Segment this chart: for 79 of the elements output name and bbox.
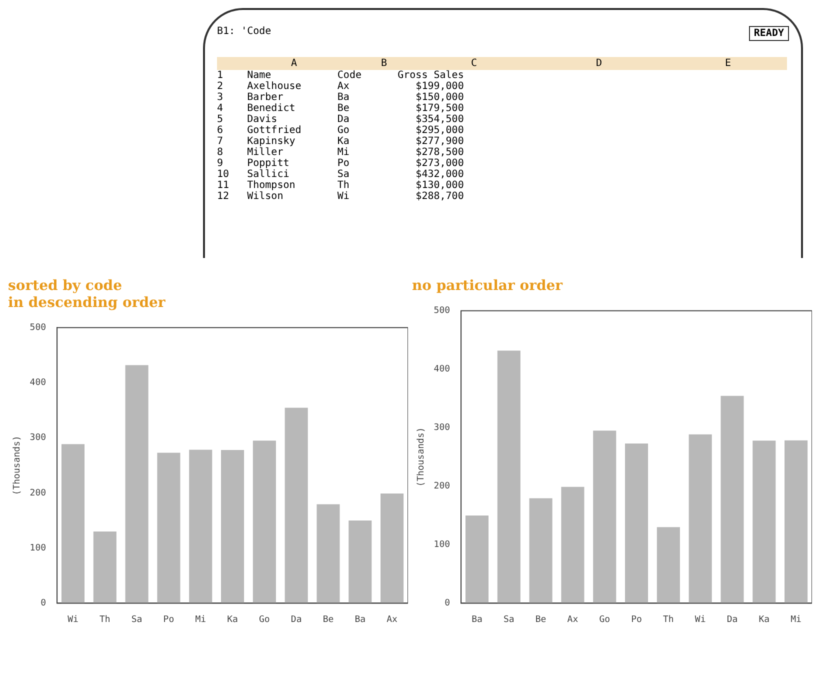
text: 4 Benedict Be $179,500	[217, 103, 464, 114]
category-label: B	[380, 57, 388, 70]
y-tick-label: 100	[30, 543, 46, 554]
chart-title: sorted by code in descending order	[8, 278, 166, 311]
bar	[625, 444, 648, 604]
x-tick-label: Th	[99, 614, 110, 625]
category-label: E	[724, 57, 732, 70]
bar	[93, 532, 116, 604]
x-tick-label: Ka	[758, 614, 770, 625]
category-label: D	[594, 57, 604, 70]
text: 11 Thompson Th $130,000	[217, 180, 464, 191]
text: 6 Gottfried Go $295,000	[217, 125, 464, 136]
x-tick-label: Th	[663, 614, 674, 625]
bar	[284, 408, 308, 604]
x-tick-label: Po	[631, 614, 642, 625]
text: 3 Barber Ba $150,000	[217, 92, 464, 103]
bar	[529, 498, 552, 604]
x-tick-label: Ba	[354, 614, 366, 625]
y-tick-label: 100	[434, 540, 450, 550]
y-axis-title: (Thousands)	[416, 427, 427, 487]
bar	[252, 440, 276, 604]
y-tick-label: 200	[30, 488, 46, 498]
text: 7 Kapinsky Ka $277,900	[217, 136, 464, 147]
bar	[465, 515, 489, 604]
text: 8 Miller Mi $278,500	[217, 147, 464, 158]
bar	[720, 396, 744, 604]
text: 5 Davis Da $354,500	[217, 114, 464, 125]
y-tick-label: 500	[30, 322, 46, 333]
text: 12 Wilson Wi $288,700	[217, 191, 464, 202]
x-tick-label: Wi	[68, 614, 78, 625]
x-tick-label: Ax	[386, 614, 398, 625]
bar	[348, 520, 372, 604]
x-tick-label: Ax	[567, 614, 579, 625]
x-tick-label: Da	[290, 614, 302, 625]
bar	[380, 494, 404, 604]
bar	[752, 440, 776, 604]
bar	[125, 365, 148, 604]
y-tick-label: 300	[30, 433, 46, 444]
text: B1: 'Code	[217, 26, 272, 39]
x-tick-label: Wi	[694, 614, 706, 625]
text: 2 Axelhouse Ax $199,000	[217, 81, 464, 92]
bar	[688, 434, 712, 604]
bar	[221, 450, 244, 604]
y-axis-title: (Thousands)	[12, 436, 23, 496]
x-tick-label: Ka	[227, 614, 238, 625]
chart-title: no particular order	[412, 278, 564, 294]
text: READY	[748, 26, 789, 41]
y-tick-label: 0	[40, 598, 46, 609]
x-tick-label: Be	[535, 614, 546, 625]
x-tick-label: Mi	[790, 614, 802, 625]
y-tick-label: 400	[434, 364, 450, 375]
bar	[561, 486, 584, 604]
x-tick-label: Ba	[472, 614, 482, 625]
x-tick-label: Go	[599, 614, 610, 625]
text: 9 Poppitt Po $273,000	[217, 158, 464, 169]
x-tick-label: Po	[163, 614, 174, 625]
bar	[189, 450, 212, 604]
y-tick-label: 0	[444, 598, 450, 609]
category-label: A	[290, 57, 298, 70]
text: 10 Sallici Sa $432,000	[217, 169, 464, 180]
bar	[497, 350, 520, 604]
bar	[593, 430, 616, 604]
y-tick-label: 300	[434, 423, 450, 434]
x-tick-label: Sa	[503, 614, 514, 625]
bar	[784, 440, 808, 604]
bar	[157, 452, 180, 604]
text: 1 Name Code Gross Sales	[217, 70, 464, 81]
category-label: C	[470, 57, 478, 70]
x-tick-label: Go	[259, 614, 270, 625]
bar	[316, 504, 340, 604]
x-tick-label: Be	[322, 614, 334, 625]
x-tick-label: Sa	[131, 614, 142, 625]
x-tick-label: Mi	[195, 614, 206, 625]
x-tick-label: Da	[726, 614, 738, 625]
y-tick-label: 200	[434, 482, 450, 492]
bar	[61, 444, 85, 604]
bar	[656, 527, 680, 604]
y-tick-label: 500	[434, 306, 450, 316]
y-tick-label: 400	[30, 378, 46, 388]
